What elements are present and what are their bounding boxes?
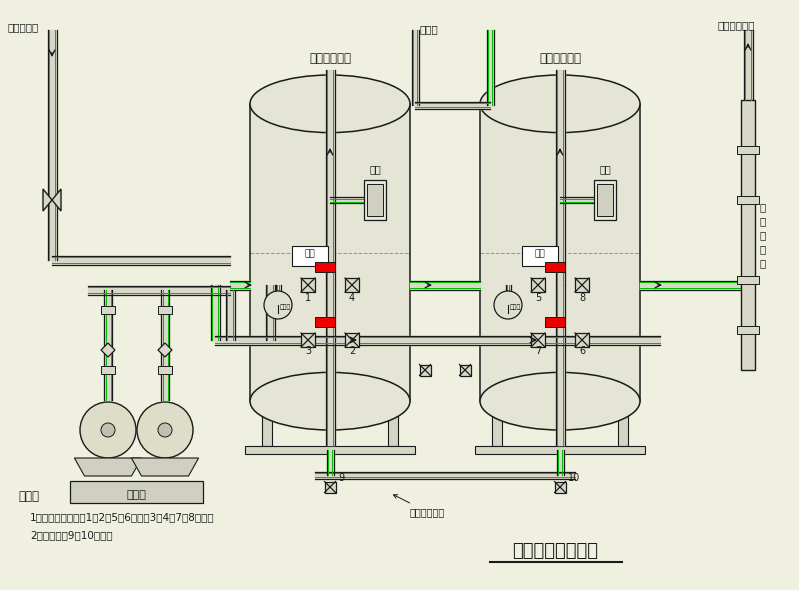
Text: 反冲泵: 反冲泵 xyxy=(126,490,146,500)
Text: 1、正常过滤：蝶阀1、2、5、6打开；3、4、7、8关闭；: 1、正常过滤：蝶阀1、2、5、6打开；3、4、7、8关闭； xyxy=(30,512,215,522)
Polygon shape xyxy=(158,343,172,357)
Text: 说明：: 说明： xyxy=(18,490,39,503)
Bar xyxy=(367,184,383,216)
Bar xyxy=(101,306,115,314)
Bar xyxy=(388,415,398,445)
Text: 10: 10 xyxy=(568,473,580,483)
Bar xyxy=(737,146,759,154)
Text: 5: 5 xyxy=(535,293,541,303)
Ellipse shape xyxy=(250,372,410,430)
Bar xyxy=(545,317,565,327)
Text: 来自过滤泵: 来自过滤泵 xyxy=(8,22,39,32)
Bar xyxy=(419,365,431,375)
Text: 3: 3 xyxy=(305,346,311,356)
Bar xyxy=(459,365,471,375)
Text: 4: 4 xyxy=(349,293,355,303)
Bar xyxy=(480,104,640,401)
Bar xyxy=(262,415,272,445)
Bar xyxy=(492,415,502,445)
Bar xyxy=(364,180,386,220)
Ellipse shape xyxy=(250,75,410,133)
Polygon shape xyxy=(43,189,61,211)
Text: 8: 8 xyxy=(579,293,585,303)
Bar xyxy=(545,262,565,272)
Circle shape xyxy=(494,291,522,319)
Bar xyxy=(345,333,359,347)
Bar xyxy=(301,333,315,347)
Polygon shape xyxy=(131,458,199,476)
Bar xyxy=(618,415,628,445)
Polygon shape xyxy=(101,343,115,357)
Text: 反冲洗空气管: 反冲洗空气管 xyxy=(393,495,445,517)
Text: 2: 2 xyxy=(349,346,355,356)
Bar xyxy=(101,366,115,374)
Bar xyxy=(597,184,613,216)
Circle shape xyxy=(264,291,292,319)
Bar xyxy=(301,278,315,292)
Circle shape xyxy=(80,402,136,458)
Bar xyxy=(531,333,545,347)
Bar xyxy=(741,100,755,370)
Text: 6: 6 xyxy=(579,346,585,356)
Circle shape xyxy=(158,423,172,437)
Text: 视镜: 视镜 xyxy=(369,164,381,174)
Bar xyxy=(158,366,172,374)
Bar xyxy=(245,445,415,454)
Text: 2、进气阀门9、10关闭。: 2、进气阀门9、10关闭。 xyxy=(30,530,113,540)
Bar xyxy=(158,306,172,314)
Bar xyxy=(575,333,589,347)
Text: 过滤器出水口: 过滤器出水口 xyxy=(718,20,756,30)
Text: 压力表: 压力表 xyxy=(280,304,292,310)
Bar xyxy=(737,196,759,204)
Bar xyxy=(250,104,410,401)
Text: 铭牌: 铭牌 xyxy=(535,249,546,258)
Polygon shape xyxy=(74,458,141,476)
Text: 过滤器过滤示意图: 过滤器过滤示意图 xyxy=(512,542,598,560)
Text: 9: 9 xyxy=(338,473,344,483)
Bar xyxy=(737,276,759,284)
Ellipse shape xyxy=(480,372,640,430)
Bar xyxy=(345,278,359,292)
Bar xyxy=(522,246,558,266)
Ellipse shape xyxy=(480,75,640,133)
Bar xyxy=(531,278,545,292)
Bar xyxy=(70,481,203,503)
Text: 管
式
流
量
计: 管 式 流 量 计 xyxy=(760,202,766,268)
Circle shape xyxy=(101,423,115,437)
Text: 排气管: 排气管 xyxy=(420,24,439,34)
Text: 铭牌: 铭牌 xyxy=(304,249,316,258)
Text: 石英砂过滤器: 石英砂过滤器 xyxy=(309,52,351,65)
Text: 视镜: 视镜 xyxy=(599,164,611,174)
Text: 压力表: 压力表 xyxy=(510,304,521,310)
Bar xyxy=(594,180,616,220)
Bar xyxy=(555,481,566,493)
Bar xyxy=(737,326,759,334)
Text: 7: 7 xyxy=(535,346,541,356)
Bar xyxy=(315,262,335,272)
Text: 活性炭吸附器: 活性炭吸附器 xyxy=(539,52,581,65)
Text: 1: 1 xyxy=(305,293,311,303)
Circle shape xyxy=(137,402,193,458)
Bar xyxy=(315,317,335,327)
Bar xyxy=(575,278,589,292)
Bar xyxy=(475,445,645,454)
Bar xyxy=(324,481,336,493)
Bar xyxy=(292,246,328,266)
